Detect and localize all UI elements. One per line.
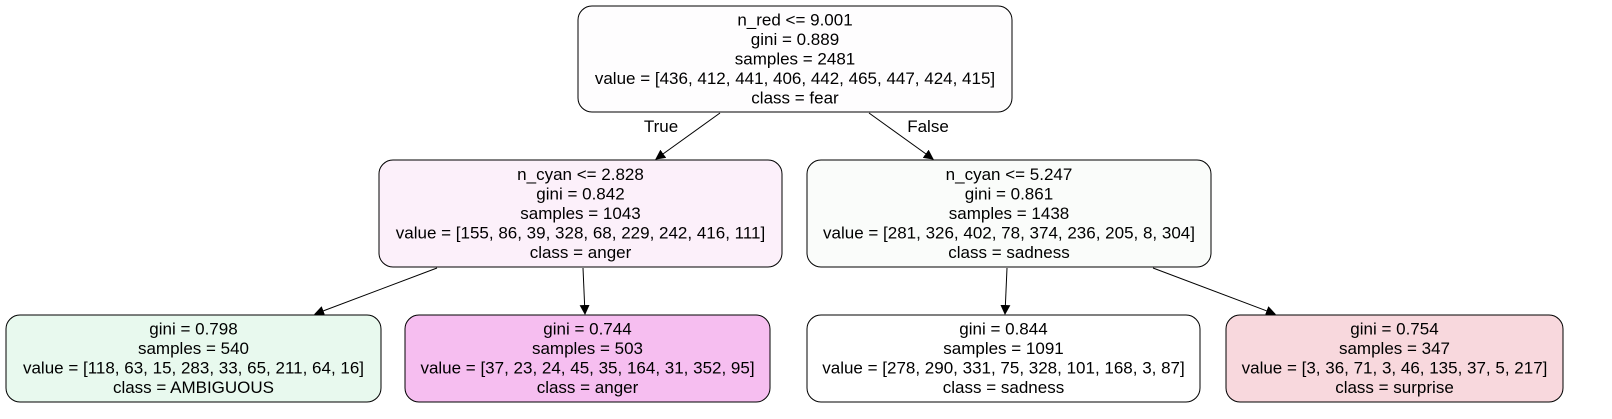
node-line: class = sadness: [943, 378, 1064, 397]
node-line: samples = 1043: [520, 204, 641, 223]
node-box: [5, 314, 382, 403]
node-line: value = [436, 412, 441, 406, 442, 465, 4…: [595, 69, 995, 88]
node-box: [378, 159, 783, 268]
node-box: [806, 159, 1212, 268]
node-line: samples = 1091: [943, 339, 1064, 358]
edge-left-to-left-left: [314, 267, 438, 316]
node-line: class = sadness: [948, 243, 1069, 262]
edge-right-to-right-right: [1152, 267, 1276, 316]
edge-right-to-right-left: [1000, 267, 1011, 315]
node-line: class = AMBIGUOUS: [113, 378, 274, 397]
node-line: samples = 347: [1339, 339, 1450, 358]
node-line: class = anger: [537, 378, 639, 397]
node-line: n_red <= 9.001: [737, 10, 852, 29]
edge-label-false: False: [907, 117, 949, 136]
node-line: samples = 1438: [949, 204, 1070, 223]
node-line: value = [37, 23, 24, 45, 35, 164, 31, 35…: [420, 359, 754, 378]
edge-root-to-right: [868, 112, 934, 160]
node-line: value = [278, 290, 331, 75, 328, 101, 16…: [822, 359, 1185, 378]
node-line: class = surprise: [1335, 378, 1454, 397]
edge-left-to-left-right: [579, 267, 590, 315]
node-line: gini = 0.744: [543, 320, 631, 339]
node-line: gini = 0.861: [965, 184, 1053, 203]
node-line: value = [155, 86, 39, 328, 68, 229, 242,…: [396, 223, 765, 242]
edge-root-to-left: [655, 112, 721, 160]
node-line: gini = 0.842: [536, 184, 624, 203]
node-line: gini = 0.889: [751, 30, 839, 49]
node-line: samples = 540: [138, 339, 249, 358]
node-line: samples = 503: [532, 339, 643, 358]
node-box: [404, 314, 771, 403]
node-line: value = [281, 326, 402, 78, 374, 236, 20…: [823, 223, 1195, 242]
node-box: [806, 314, 1201, 403]
edge-label-true: True: [644, 117, 678, 136]
node-line: value = [118, 63, 15, 283, 33, 65, 211, …: [23, 359, 364, 378]
node-line: n_cyan <= 5.247: [946, 165, 1073, 184]
node-line: gini = 0.844: [959, 320, 1047, 339]
node-line: n_cyan <= 2.828: [517, 165, 644, 184]
node-line: samples = 2481: [735, 49, 856, 68]
node-line: value = [3, 36, 71, 3, 46, 135, 37, 5, 2…: [1242, 359, 1548, 378]
node-line: gini = 0.798: [149, 320, 237, 339]
node-line: class = anger: [530, 243, 632, 262]
node-box: [1225, 314, 1564, 403]
edges-layer: True False: [314, 112, 1276, 316]
node-line: gini = 0.754: [1350, 320, 1438, 339]
node-line: class = fear: [751, 88, 839, 107]
node-box: [577, 5, 1013, 113]
